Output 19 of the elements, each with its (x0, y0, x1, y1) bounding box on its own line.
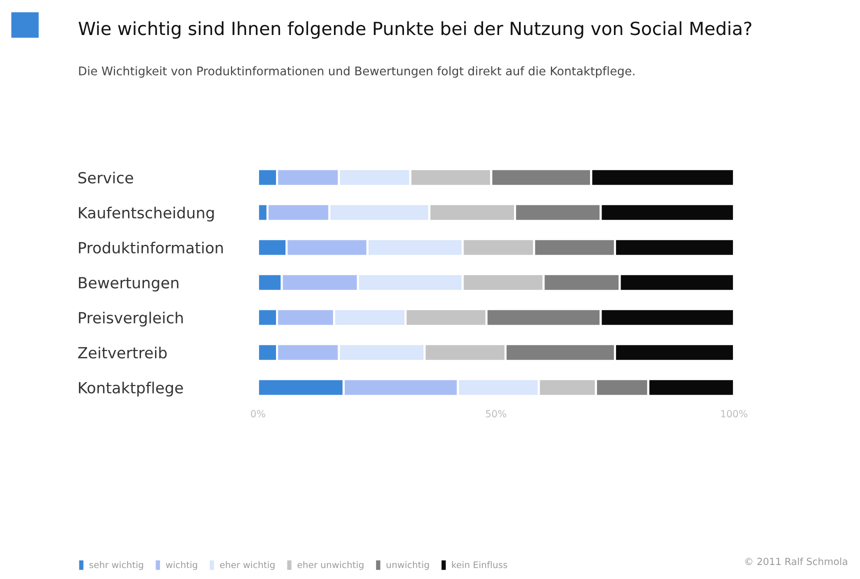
y-tick-label: Zeitvertreib (78, 346, 167, 359)
y-tick-label: Service (78, 172, 134, 184)
y-tick-label: Kaufentscheidung (78, 206, 214, 222)
legend-label: sehr wichtig (89, 561, 144, 570)
x-tick-label: 100% (721, 410, 748, 418)
text: © 2011 Ralf Schmola (745, 558, 848, 566)
legend-label: wichtig (166, 561, 198, 570)
y-tick-label: Preisvergleich (78, 312, 183, 326)
legend-label: eher unwichtig (297, 561, 364, 570)
x-tick-label: 50% (486, 410, 506, 418)
chart-title: Wie wichtig sind Ihnen folgende Punkte bei der Nutzung von Social Media? (78, 21, 752, 39)
y-tick-label: Bewertungen (78, 277, 178, 292)
legend-label: eher wichtig (220, 561, 275, 570)
legend-label: unwichtig (386, 561, 429, 570)
y-tick-label: Produktinformation (78, 242, 223, 254)
chart-subtitle: Die Wichtigkeit von Produktinformationen und Bewertungen folgt direkt auf die Kontaktpflege. (79, 66, 634, 78)
x-tick-label: 0% (250, 410, 266, 418)
legend-label: kein Einfluss (452, 561, 508, 568)
y-tick-label: Kontaktpflege (78, 382, 183, 396)
